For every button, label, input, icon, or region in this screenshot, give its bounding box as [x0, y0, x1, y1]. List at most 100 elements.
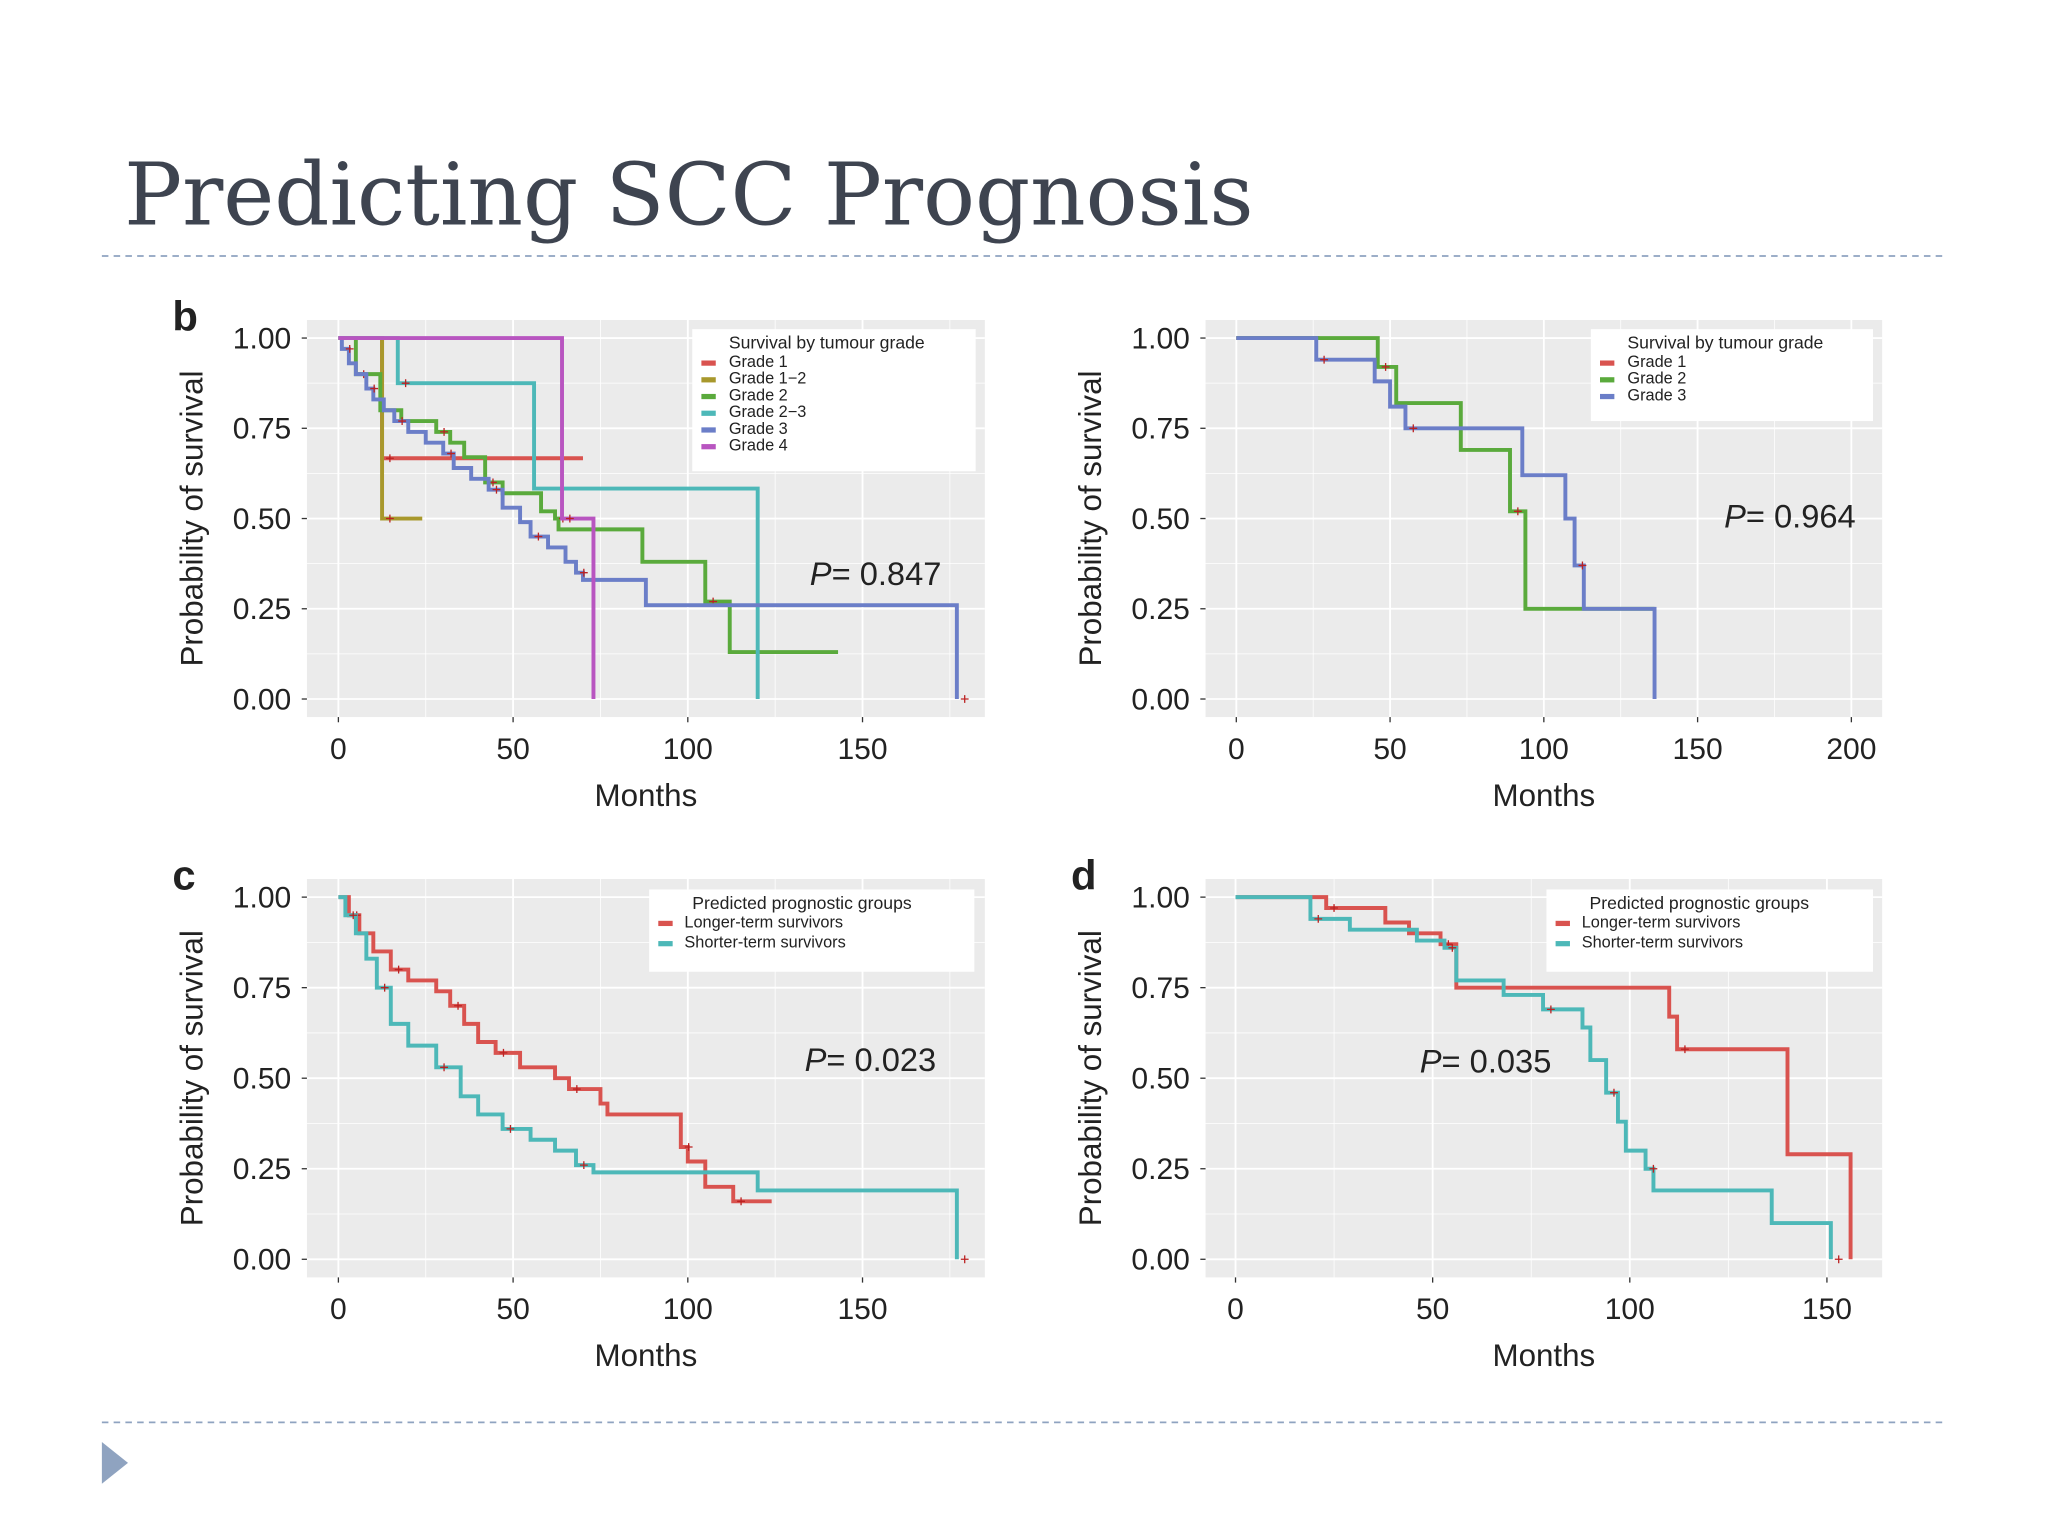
censor-mark: [737, 1197, 745, 1206]
legend-title: Predicted prognostic groups: [1590, 893, 1810, 913]
p-value: = 0.964: [1746, 498, 1856, 535]
x-tick-label: 0: [1228, 733, 1245, 766]
censor-mark: [370, 384, 379, 393]
p-value: = 0.847: [832, 555, 942, 592]
censor-mark: [1649, 1164, 1658, 1173]
y-tick-label: 0.50: [233, 1063, 291, 1096]
p-label: P: [1724, 498, 1746, 535]
p-label: P: [810, 555, 832, 592]
y-tick-label: 0.25: [233, 1153, 291, 1186]
censor-mark: [684, 1143, 693, 1151]
y-tick-label: 0.75: [1131, 972, 1189, 1005]
y-tick-label: 1.00: [233, 882, 291, 915]
legend-swatch: [701, 444, 716, 450]
censor-mark: [1320, 355, 1329, 364]
survival-curve-grade-3: [338, 336, 959, 700]
y-tick-label: 0.75: [233, 413, 291, 446]
censor-mark: [572, 1085, 581, 1093]
x-axis-label: Months: [1492, 778, 1595, 813]
censor-mark: [385, 514, 394, 523]
legend-box: [649, 889, 975, 972]
legend-title: Survival by tumour grade: [729, 333, 925, 353]
censor-mark: [499, 1048, 508, 1057]
legend-entry: Longer-term survivors: [1582, 913, 1741, 931]
y-tick-label: 0.00: [1131, 683, 1189, 716]
p-label: P: [805, 1041, 827, 1078]
survival-curve-grade-4: [338, 336, 596, 700]
censor-mark: [579, 1161, 588, 1170]
p-value-annotation: P= 0.023: [805, 1041, 937, 1078]
legend-entry: Grade 2: [1627, 370, 1686, 388]
legend-entry: Grade 2−3: [729, 403, 807, 421]
censor-mark: [385, 454, 394, 463]
y-axis-label: Probability of survival: [1073, 930, 1108, 1226]
censor-mark: [1314, 914, 1323, 923]
legend-entry: Grade 1: [1627, 353, 1686, 371]
legend-entry: Grade 4: [729, 437, 788, 455]
p-value-annotation: P= 0.964: [1724, 498, 1856, 535]
legend-title: Predicted prognostic groups: [692, 893, 912, 913]
legend-entry: Longer-term survivors: [684, 913, 843, 931]
y-tick-label: 0.50: [1131, 503, 1189, 536]
censor-mark: [440, 427, 448, 436]
x-tick-label: 150: [837, 1293, 887, 1326]
legend-swatch: [1600, 360, 1615, 366]
y-tick-label: 0.50: [1131, 1063, 1189, 1096]
censor-mark: [380, 983, 389, 992]
legend-entry: Grade 1−2: [729, 370, 807, 388]
legend-swatch: [658, 941, 673, 947]
panel-label: c: [172, 851, 195, 898]
y-tick-label: 0.50: [233, 503, 291, 536]
censor-mark: [440, 1063, 448, 1072]
y-axis-label: Probability of survival: [174, 371, 209, 667]
censor-mark: [960, 695, 969, 703]
legend-entry: Shorter-term survivors: [684, 934, 845, 952]
censor-mark: [579, 568, 588, 577]
censor-mark: [1546, 1005, 1555, 1014]
x-axis-label: Months: [595, 1338, 698, 1373]
legend-entry: Grade 3: [1627, 386, 1686, 404]
p-value-annotation: P= 0.847: [810, 555, 942, 592]
legend-swatch: [1555, 941, 1570, 947]
x-tick-label: 100: [663, 733, 713, 766]
x-tick-label: 150: [1673, 733, 1723, 766]
x-tick-label: 50: [496, 1293, 529, 1326]
bullet-triangle-icon: [101, 1441, 128, 1484]
y-axis-label: Probability of survival: [174, 930, 209, 1226]
y-tick-label: 0.00: [233, 1244, 291, 1277]
slide-title: Predicting SCC Prognosis: [124, 146, 1254, 246]
legend-swatch: [1600, 393, 1615, 400]
legend-swatch: [1555, 920, 1570, 927]
censor-mark: [345, 344, 354, 353]
censor-mark: [506, 1124, 515, 1133]
censor-mark: [401, 379, 410, 388]
legend-swatch: [701, 427, 716, 433]
censor-mark: [1513, 507, 1522, 516]
x-tick-label: 100: [663, 1293, 713, 1326]
censor-mark: [1834, 1255, 1843, 1264]
chart-panel-a: 0 50 100 150 200 0.00 0.25 0.50 0.75 1.00 Months Pr…: [1073, 320, 1883, 813]
censor-mark: [565, 514, 574, 523]
x-tick-label: 0: [330, 733, 347, 766]
x-tick-label: 150: [1802, 1293, 1852, 1326]
censor-mark: [1610, 1088, 1618, 1097]
x-tick-label: 200: [1826, 733, 1876, 766]
panel-label: b: [172, 292, 198, 339]
censor-mark: [960, 1255, 969, 1264]
y-tick-label: 1.00: [233, 322, 291, 355]
censor-mark: [1578, 561, 1587, 570]
censor-mark: [492, 485, 501, 494]
legend-swatch: [1600, 377, 1615, 383]
chart-panel-c: 0 50 100 150 0.00 0.25 0.50 0.75 1.00 Months Proba…: [172, 851, 985, 1373]
x-tick-label: 0: [1227, 1293, 1244, 1326]
y-tick-label: 1.00: [1131, 322, 1189, 355]
censor-mark: [447, 449, 455, 458]
censor-mark: [1381, 363, 1390, 371]
x-tick-label: 50: [496, 733, 529, 766]
legend-title: Survival by tumour grade: [1627, 333, 1823, 353]
legend-swatch: [701, 410, 716, 416]
